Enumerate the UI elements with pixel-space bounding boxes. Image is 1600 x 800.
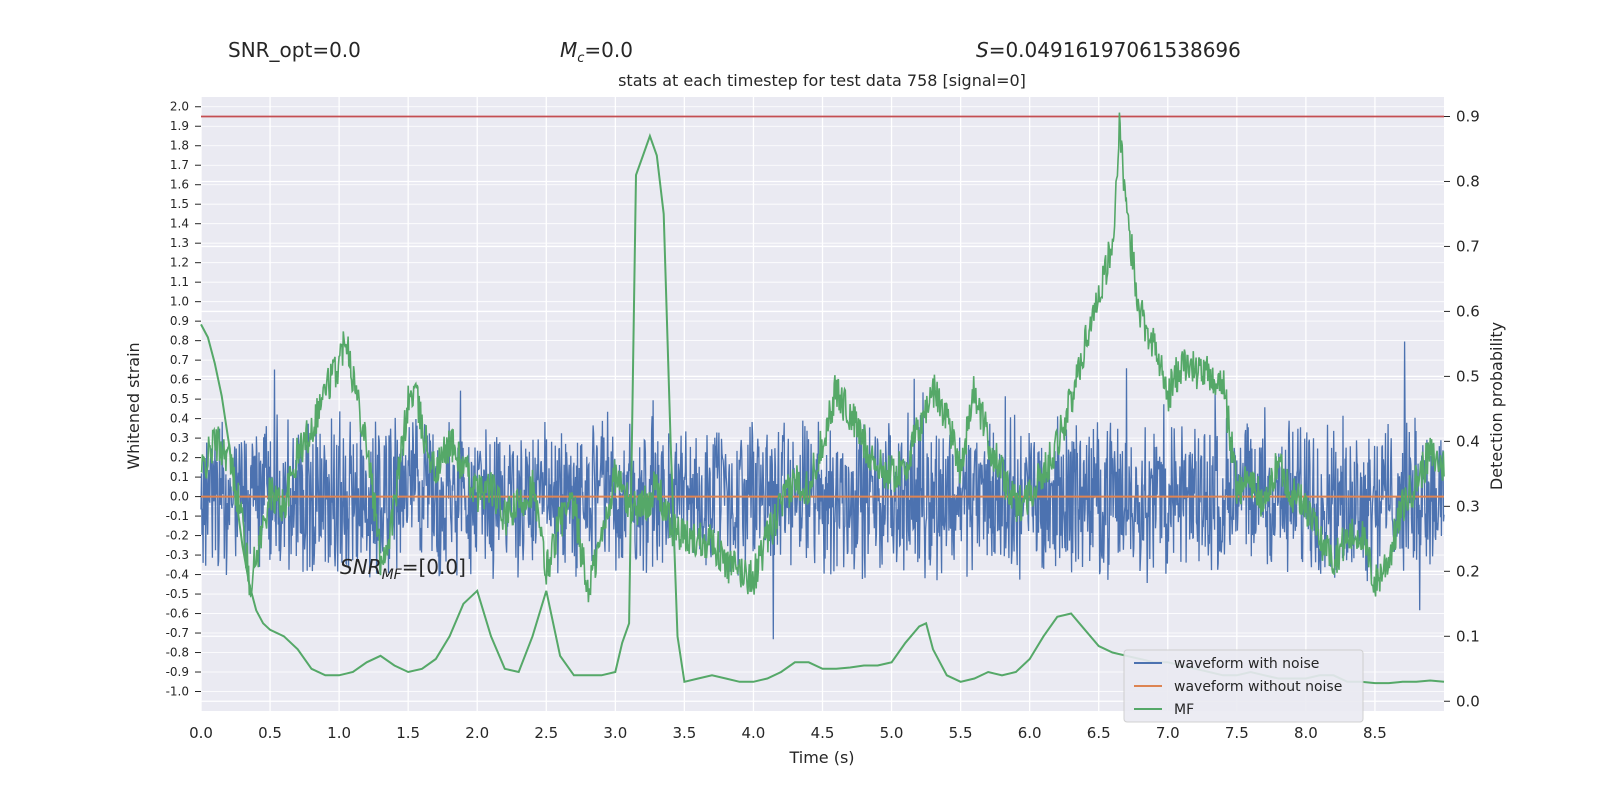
left-tick-label: 0.4 [170, 412, 189, 426]
left-tick-label: -0.9 [166, 665, 189, 679]
left-tick-label: 1.4 [170, 217, 189, 231]
legend-entry-clean: waveform without noise [1174, 679, 1342, 695]
left-tick-label: 0.1 [170, 470, 189, 484]
left-tick-label: 0.0 [170, 490, 189, 504]
left-tick-label: 0.8 [170, 334, 189, 348]
right-tick-label: 0.9 [1456, 107, 1480, 125]
left-tick-label: 0.6 [170, 373, 189, 387]
left-tick-label: 1.9 [170, 119, 189, 133]
series-lines [200, 112, 1445, 685]
legend: waveform with noise waveform without noi… [1123, 649, 1364, 723]
s-value: =0.04916197061538696 [988, 38, 1241, 62]
x-tick-label: 7.0 [1156, 724, 1180, 742]
legend-entry-mf: MF [1174, 702, 1194, 718]
x-axis-label: Time (s) [788, 748, 854, 767]
snr-mf-sub: MF [382, 567, 403, 583]
series-waveform-with-noise [200, 341, 1445, 640]
left-tick-label: -0.2 [166, 529, 189, 543]
left-tick-label: 1.7 [170, 158, 189, 172]
chirp-mass-label: Mc=0.0 [560, 38, 633, 66]
left-tick-label: -0.3 [166, 548, 189, 562]
left-tick-label: 2.0 [170, 100, 189, 114]
left-tick-label: -1.0 [166, 685, 189, 699]
mc-value: =0.0 [584, 38, 633, 62]
left-tick-label: 1.3 [170, 236, 189, 250]
x-tick-label: 0.5 [258, 724, 282, 742]
x-tick-label: 2.5 [534, 724, 558, 742]
left-tick-label: 0.3 [170, 431, 189, 445]
left-tick-label: 1.8 [170, 139, 189, 153]
chart-title: stats at each timestep for test data 758… [618, 71, 1026, 90]
left-tick-label: -0.7 [166, 626, 189, 640]
right-tick-label: 0.6 [1456, 302, 1480, 320]
left-tick-label: 1.5 [170, 197, 189, 211]
left-tick-label: 0.2 [170, 451, 189, 465]
left-tick-label: -0.8 [166, 646, 189, 660]
mc-symbol: M [560, 38, 578, 62]
right-tick-label: 0.5 [1456, 367, 1480, 385]
left-tick-label: -0.4 [166, 568, 189, 582]
x-tick-label: 6.5 [1087, 724, 1111, 742]
x-tick-label: 4.5 [811, 724, 835, 742]
snr-opt-label: SNR_opt=0.0 [228, 38, 361, 62]
left-tick-label: 1.6 [170, 178, 189, 192]
x-tick-label: 8.5 [1363, 724, 1387, 742]
x-tick-label: 1.5 [396, 724, 420, 742]
right-tick-label: 0.2 [1456, 562, 1480, 580]
right-tick-label: 0.1 [1456, 627, 1480, 645]
legend-box [1123, 649, 1364, 723]
right-tick-label: 0.0 [1456, 692, 1480, 710]
left-tick-label: 0.9 [170, 314, 189, 328]
snr-mf-annotation: SNRMF=[0.0] [340, 555, 466, 583]
x-tick-label: 4.0 [742, 724, 766, 742]
left-tick-label: -0.1 [166, 509, 189, 523]
x-tick-label: 0.0 [189, 724, 213, 742]
x-tick-label: 7.5 [1225, 724, 1249, 742]
x-tick-label: 5.5 [949, 724, 973, 742]
left-tick-label: -0.6 [166, 607, 189, 621]
left-tick-label: 0.7 [170, 353, 189, 367]
x-tick-label: 3.0 [603, 724, 627, 742]
detection-probability-line [200, 112, 1445, 603]
right-tick-label: 0.8 [1456, 172, 1480, 190]
left-tick-label: 1.0 [170, 295, 189, 309]
left-tick-label: -0.5 [166, 587, 189, 601]
right-tick-label: 0.3 [1456, 497, 1480, 515]
axis-ticks: 0.0 0.5 1.0 1.5 2.0 2.5 3.0 3.5 4.0 4.5 5.0 5.5 6.0 6… [166, 100, 1480, 742]
x-tick-label: 8.0 [1294, 724, 1318, 742]
mc-subscript: c [577, 51, 585, 66]
legend-entry-noise: waveform with noise [1174, 656, 1319, 672]
right-tick-label: 0.7 [1456, 237, 1480, 255]
right-axis-label: Detection probability [1487, 322, 1506, 490]
left-tick-label: 1.1 [170, 275, 189, 289]
left-tick-label: 0.5 [170, 392, 189, 406]
s-stat-label: S=0.04916197061538696 [976, 38, 1241, 62]
s-symbol: S [976, 38, 989, 62]
x-tick-label: 2.0 [465, 724, 489, 742]
left-axis-label: Whitened strain [124, 342, 143, 469]
x-tick-label: 5.0 [880, 724, 904, 742]
snr-mf-value: =[0.0] [402, 555, 466, 579]
right-tick-label: 0.4 [1456, 432, 1480, 450]
left-tick-label: 1.2 [170, 256, 189, 270]
x-tick-label: 6.0 [1018, 724, 1042, 742]
x-tick-label: 1.0 [327, 724, 351, 742]
snr-mf-base: SNR [340, 555, 382, 579]
x-tick-label: 3.5 [672, 724, 696, 742]
noise-waveform-line [200, 341, 1445, 640]
